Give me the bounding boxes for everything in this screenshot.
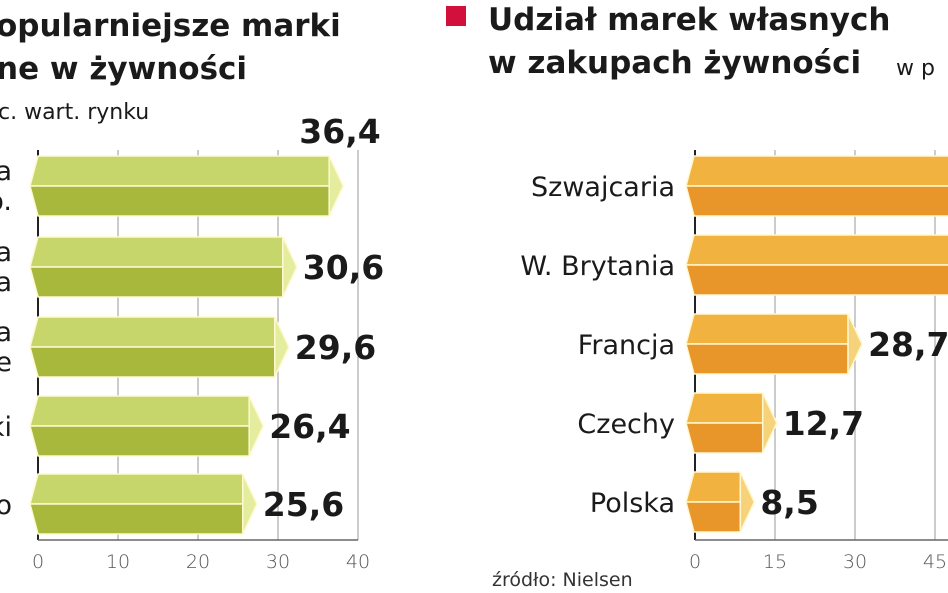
- x-tick-label: 0: [32, 551, 44, 573]
- value-label: 30,6: [303, 248, 384, 287]
- category-label: Szwajcaria: [531, 172, 675, 203]
- bar-bottom-face: [685, 264, 948, 296]
- right-title-line-2: w zakupach żywności: [488, 45, 861, 81]
- category-label: Czechy: [577, 409, 675, 440]
- left-subtitle: c. wart. rynku: [0, 100, 149, 125]
- category-label: ki: [0, 412, 12, 443]
- bar-bottom-face: [685, 185, 948, 217]
- source-note: źródło: Nielsen: [492, 569, 633, 591]
- bar-top-face: [685, 392, 764, 424]
- bar-top-face: [29, 316, 276, 348]
- bar: [685, 392, 778, 454]
- left-title-line-1: opularniejsze marki: [0, 8, 341, 44]
- bar-bottom-face: [29, 503, 244, 535]
- bar-bottom-face: [29, 185, 330, 217]
- value-label: 25,6: [263, 485, 344, 524]
- right-chart: Udział marek własnych w zakupach żywnośc…: [446, 2, 948, 591]
- value-label: 12,7: [783, 404, 864, 443]
- value-label: 36,4: [299, 112, 380, 151]
- bar-bottom-face: [29, 425, 250, 457]
- category-label: e: [0, 347, 12, 378]
- bar-bottom-face: [685, 343, 849, 375]
- bar-end-face: [847, 313, 863, 375]
- bar-top-face: [29, 473, 244, 505]
- bar-top-face: [685, 234, 948, 266]
- value-label: 26,4: [269, 407, 350, 446]
- bar-end-face: [328, 155, 345, 217]
- bar: [29, 395, 265, 457]
- bar-end-face: [739, 471, 756, 533]
- value-label: 29,6: [295, 328, 376, 367]
- x-tick-label: 20: [186, 551, 210, 573]
- bar: [29, 236, 298, 298]
- bar-top-face: [685, 471, 742, 503]
- bar-top-face: [29, 395, 250, 427]
- category-label: Polska: [590, 488, 675, 519]
- bar: [685, 313, 863, 375]
- x-tick-label: 0: [689, 551, 701, 573]
- bar-end-face: [282, 236, 298, 298]
- left-title-line-2: ne w żywności: [0, 51, 247, 87]
- bar-end-face: [761, 392, 778, 454]
- category-label: Francja: [578, 330, 675, 361]
- bar-bottom-face: [685, 422, 764, 454]
- bar: [685, 234, 948, 296]
- x-tick-label: 15: [763, 551, 787, 573]
- x-tick-label: 10: [106, 551, 130, 573]
- bar-bottom-face: [29, 346, 276, 378]
- x-tick-label: 30: [266, 551, 290, 573]
- x-tick-label: 40: [346, 551, 370, 573]
- legend-swatch: [446, 6, 466, 26]
- category-label: a: [0, 267, 12, 298]
- category-label: W. Brytania: [520, 251, 675, 282]
- bar-top-face: [685, 313, 849, 345]
- bar-top-face: [685, 155, 948, 187]
- category-label: a: [0, 156, 12, 187]
- bar-bottom-face: [685, 501, 742, 533]
- right-unit: w p: [896, 56, 935, 81]
- value-label: 8,5: [760, 483, 818, 522]
- bar: [29, 473, 258, 535]
- x-tick-label: 45: [923, 551, 947, 573]
- bar-top-face: [29, 155, 330, 187]
- value-label: 28,7: [868, 325, 948, 364]
- bar: [29, 316, 290, 378]
- category-label: o: [0, 490, 12, 521]
- right-title-line-1: Udział marek własnych: [488, 2, 890, 38]
- bar: [29, 155, 345, 217]
- category-label: a: [0, 237, 12, 268]
- category-label: o.: [0, 186, 12, 217]
- bar-end-face: [274, 316, 290, 378]
- bar-bottom-face: [29, 266, 284, 298]
- bar-end-face: [248, 395, 265, 457]
- left-chart: opularniejsze marki ne w żywności c. war…: [0, 8, 384, 573]
- bar: [685, 155, 948, 217]
- category-label: a: [0, 317, 12, 348]
- bar-top-face: [29, 236, 284, 268]
- bar: [685, 471, 756, 533]
- bar-end-face: [242, 473, 258, 535]
- x-tick-label: 30: [843, 551, 867, 573]
